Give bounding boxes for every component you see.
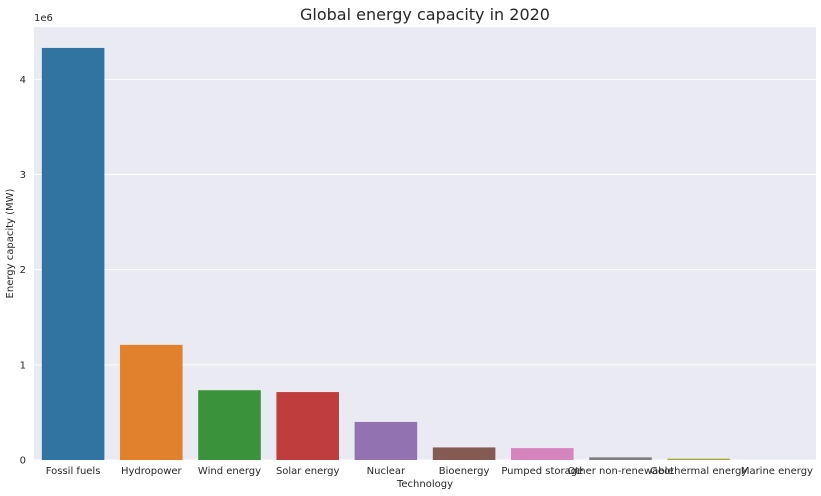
bar-hydropower bbox=[120, 344, 183, 460]
x-tick-label: Fossil fuels bbox=[46, 466, 101, 477]
y-axis-offset-label: 1e6 bbox=[34, 13, 53, 24]
y-axis-label: Energy capacity (MW) bbox=[5, 188, 16, 298]
chart-title: Global energy capacity in 2020 bbox=[300, 5, 550, 24]
y-tick-label: 4 bbox=[20, 75, 26, 86]
bar-pumped-storage bbox=[511, 448, 574, 460]
x-tick-label: Wind energy bbox=[198, 466, 261, 477]
x-tick-label: Bioenergy bbox=[439, 466, 490, 477]
bar-geothermal-energy bbox=[667, 458, 730, 460]
x-tick-label: Hydropower bbox=[121, 466, 183, 477]
x-tick-label: Geothermal energy bbox=[650, 466, 747, 477]
y-tick-labels: 0 1 2 3 4 bbox=[20, 75, 26, 467]
x-tick-label: Nuclear bbox=[367, 466, 406, 477]
x-tick-label: Pumped storage bbox=[501, 466, 583, 477]
bar-wind-energy bbox=[198, 390, 261, 460]
y-tick-label: 1 bbox=[20, 360, 26, 371]
x-tick-label: Other non-renewable bbox=[567, 466, 673, 477]
x-axis-label: Technology bbox=[396, 479, 453, 490]
bar-solar-energy bbox=[276, 392, 339, 460]
bar-other-non-renewable bbox=[589, 457, 652, 460]
bar-bioenergy bbox=[432, 447, 496, 460]
x-tick-label: Solar energy bbox=[276, 466, 340, 477]
x-tick-labels: Fossil fuels Hydropower Wind energy Solar e… bbox=[46, 466, 813, 477]
bar-fossil-fuels bbox=[41, 47, 105, 460]
y-tick-label: 0 bbox=[20, 456, 26, 467]
x-tick-label: Marine energy bbox=[741, 466, 813, 477]
bars bbox=[41, 47, 809, 460]
y-tick-label: 3 bbox=[20, 170, 26, 181]
y-tick-label: 2 bbox=[20, 265, 26, 276]
bar-nuclear bbox=[354, 421, 418, 460]
